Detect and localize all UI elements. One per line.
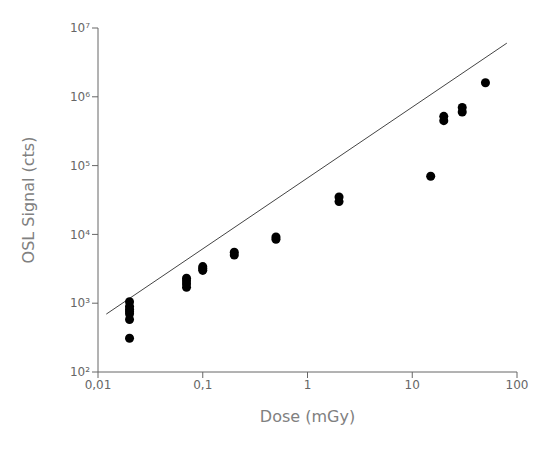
svg-text:10⁶: 10⁶: [70, 90, 90, 104]
svg-text:0,1: 0,1: [193, 378, 212, 392]
svg-text:0,01: 0,01: [85, 378, 112, 392]
svg-text:10²: 10²: [70, 365, 90, 379]
svg-text:1: 1: [304, 378, 312, 392]
svg-text:10⁷: 10⁷: [70, 21, 90, 35]
svg-text:OSL Signal (cts): OSL Signal (cts): [19, 137, 38, 264]
svg-text:10³: 10³: [70, 296, 90, 310]
svg-text:100: 100: [506, 378, 529, 392]
svg-text:10⁴: 10⁴: [70, 228, 90, 242]
svg-text:Dose (mGy): Dose (mGy): [260, 407, 355, 426]
svg-text:10⁵: 10⁵: [70, 159, 90, 173]
svg-text:10: 10: [405, 378, 420, 392]
